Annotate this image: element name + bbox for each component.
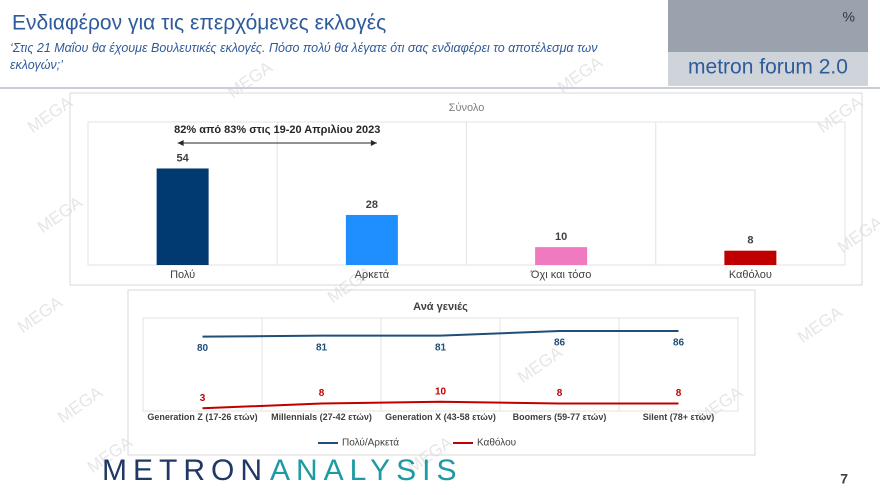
- x-tick-label: Αρκετά: [355, 269, 390, 281]
- bar: [156, 168, 209, 265]
- value-label: 10: [435, 386, 447, 397]
- x-tick-label-box: Millennials (27-42 ετών): [271, 412, 372, 422]
- bar: [345, 214, 398, 265]
- series-line: [202, 330, 679, 338]
- watermark: MEGA: [814, 92, 866, 137]
- x-tick-label: Boomers (59-77 ετών): [512, 412, 607, 422]
- bar: [724, 250, 777, 265]
- value-label: 8: [557, 388, 563, 399]
- value-label: 8: [747, 235, 753, 247]
- bar: [535, 247, 588, 265]
- x-tick-label: Silent (78+ ετών): [642, 412, 715, 422]
- x-tick-label: Όχι και τόσο: [530, 269, 591, 281]
- value-label: 10: [555, 231, 567, 243]
- x-tick-label: Πολύ: [170, 269, 195, 281]
- logo-band: [668, 52, 868, 86]
- brand-left: METRON: [102, 454, 268, 487]
- x-tick-label: Καθόλου: [729, 269, 772, 281]
- x-tick-label: Generation X (43-58 ετών): [385, 412, 496, 422]
- value-label: 86: [673, 338, 685, 349]
- brand-right: ANALYSIS: [270, 454, 463, 487]
- value-label: 81: [435, 342, 447, 353]
- legend-label: Καθόλου: [477, 437, 516, 449]
- x-tick-label-box: Silent (78+ ετών): [642, 412, 715, 422]
- watermark: MEGA: [834, 212, 880, 257]
- watermark: MEGA: [24, 92, 76, 137]
- value-label: 54: [177, 152, 190, 164]
- watermark: MEGA: [514, 342, 566, 387]
- x-tick-label-box: Generation Z (17-26 ετών): [147, 412, 258, 422]
- value-label: 8: [319, 388, 325, 399]
- value-label: 80: [197, 343, 209, 354]
- subtitle: ‘Στις 21 Μαΐου θα έχουμε Βουλευτικές εκλ…: [10, 41, 598, 72]
- value-label: 81: [316, 342, 328, 353]
- watermark: MEGA: [794, 302, 846, 347]
- value-label: 86: [554, 338, 566, 349]
- x-tick-label-box: Generation X (43-58 ετών): [385, 412, 496, 422]
- x-tick-label: Millennials (27-42 ετών): [271, 412, 372, 422]
- chart-frame: [69, 92, 863, 286]
- logo-mark: %: [843, 9, 855, 25]
- slide-title: Ενδιαφέρον για τις επερχόμενες εκλογές: [12, 12, 386, 35]
- watermark: MEGA: [54, 382, 106, 427]
- series-line: [202, 400, 679, 410]
- chart-title: Σύνολο: [449, 102, 485, 114]
- watermark: MEGA: [34, 192, 86, 237]
- x-tick-label: Generation Z (17-26 ετών): [147, 412, 258, 422]
- legend-label: Πολύ/Αρκετά: [342, 437, 399, 449]
- subtitle-box: ‘Στις 21 Μαΐου θα έχουμε Βουλευτικές εκλ…: [10, 41, 598, 72]
- x-tick-label-box: Boomers (59-77 ετών): [512, 412, 607, 422]
- page-number: 7: [840, 471, 848, 487]
- watermark: MEGA: [14, 292, 66, 337]
- value-label: 3: [200, 393, 206, 404]
- value-label: 8: [676, 388, 682, 399]
- chart-title: Ανά γενιές: [413, 301, 468, 313]
- plot-area: [142, 317, 739, 412]
- chart-frame: [127, 289, 756, 456]
- logo-text: metron forum 2.0: [688, 56, 848, 79]
- annotation: 82% από 83% στις 19-20 Απριλίου 2023: [174, 124, 380, 136]
- value-label: 28: [366, 199, 378, 211]
